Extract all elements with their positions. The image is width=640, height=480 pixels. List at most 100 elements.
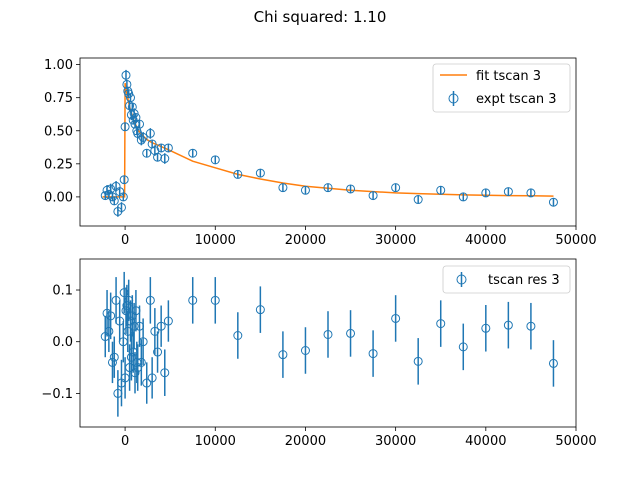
axes-frame: [79, 258, 577, 428]
top-legend-frame: [432, 63, 571, 113]
data-point-marker: [436, 185, 446, 195]
res-legend-swatch: [456, 272, 467, 287]
data-point-marker: [323, 329, 333, 339]
data-point-marker: [526, 321, 536, 331]
data-point-marker: [346, 328, 356, 338]
data-point-marker: [278, 350, 288, 360]
y-tick-label: 0.00: [44, 190, 73, 205]
data-point-marker: [210, 295, 220, 305]
data-point-marker: [142, 148, 152, 158]
top-axes-panel: 0 10000 20000 30000 40000 50000 0.00 0.25 0.50 0.…: [44, 57, 597, 248]
data-point-marker: [503, 187, 513, 197]
top-legend: fit tscan 3 expt tscan 3: [432, 63, 571, 113]
data-point-marker: [368, 191, 378, 201]
data-point-marker: [368, 349, 378, 359]
data-point-marker: [163, 316, 173, 326]
data-point-marker: [119, 175, 129, 185]
data-point-marker: [107, 192, 117, 202]
x-tick-label: 50000: [555, 233, 596, 248]
top-plot-area: 0 10000 20000 30000 40000 50000 0.00 0.25 0.50 0.…: [44, 57, 597, 248]
data-point-marker: [120, 122, 130, 132]
data-point-marker: [548, 197, 558, 207]
data-point-marker: [323, 183, 333, 193]
figure-title: Chi squared: 1.10: [254, 8, 387, 26]
x-tick-label: 30000: [375, 233, 416, 248]
data-point-marker: [124, 89, 134, 99]
data-point-marker: [116, 202, 126, 212]
data-point-marker: [121, 70, 131, 80]
data-point-marker: [346, 184, 356, 194]
data-point-marker: [278, 183, 288, 193]
x-tick-label: 0: [121, 233, 129, 248]
data-point-marker: [145, 295, 155, 305]
data-point-marker: [526, 188, 536, 198]
data-point-marker: [156, 321, 166, 331]
data-point-marker: [436, 319, 446, 329]
data-point-marker: [109, 196, 119, 206]
data-point-marker: [145, 128, 155, 138]
data-point-marker: [210, 155, 220, 165]
data-point-marker: [548, 358, 558, 368]
data-point-marker: [127, 102, 137, 112]
data-point-marker: [150, 326, 160, 336]
data-point-marker: [122, 79, 132, 89]
bottom-plot-area: 0 10000 20000 30000 40000 50000 −0.1 0.0 0.1: [41, 258, 597, 449]
x-tick-label: 40000: [465, 434, 506, 449]
x-tick-label: 10000: [195, 233, 236, 248]
data-point-marker: [391, 183, 401, 193]
data-point-marker: [153, 152, 163, 162]
expt-legend-label: expt tscan 3: [476, 92, 557, 107]
data-point-marker: [481, 188, 491, 198]
x-tick-label: 50000: [555, 434, 596, 449]
x-tick-label: 10000: [195, 434, 236, 449]
data-point-marker: [255, 305, 265, 315]
data-point-marker: [413, 195, 423, 205]
data-point-marker: [503, 320, 513, 330]
data-point-marker: [160, 154, 170, 164]
x-tick-label: 40000: [465, 233, 506, 248]
data-point-marker: [136, 135, 146, 145]
data-point-marker: [458, 192, 468, 202]
data-point-marker: [136, 357, 146, 367]
data-point-marker: [106, 311, 116, 321]
data-point-marker: [188, 295, 198, 305]
data-point-marker: [188, 148, 198, 158]
data-point-marker: [129, 321, 139, 331]
data-point-marker: [233, 331, 243, 341]
data-point-marker: [135, 119, 145, 129]
data-point-marker: [255, 168, 265, 178]
data-point-marker: [126, 93, 136, 103]
y-tick-label: 0.0: [52, 335, 73, 350]
y-tick-label: 0.25: [44, 157, 73, 172]
data-point-marker: [163, 143, 173, 153]
data-point-marker: [138, 337, 148, 347]
x-tick-label: 20000: [285, 434, 326, 449]
res-legend-label: tscan res 3: [488, 273, 560, 288]
data-point-marker: [109, 352, 119, 362]
data-point-marker: [156, 143, 166, 153]
data-point-marker: [142, 378, 152, 388]
data-point-marker: [391, 313, 401, 323]
data-point-marker: [147, 373, 157, 383]
data-point-marker: [458, 342, 468, 352]
data-point-marker: [300, 345, 310, 355]
fit-legend-label: fit tscan 3: [476, 69, 541, 84]
y-tick-label: 0.50: [44, 124, 73, 139]
data-point-marker: [300, 185, 310, 195]
bottom-legend: tscan res 3: [442, 265, 571, 294]
data-point-marker: [128, 115, 138, 125]
y-tick-label: 0.1: [52, 284, 73, 299]
expt-legend-swatch: [448, 91, 459, 106]
data-point-marker: [129, 109, 139, 119]
y-tick-label: −0.1: [41, 387, 73, 402]
y-tick-label: 0.75: [44, 91, 73, 106]
data-point-marker: [130, 368, 140, 378]
x-tick-label: 30000: [375, 434, 416, 449]
data-point-marker: [104, 326, 114, 336]
data-point-marker: [138, 132, 148, 142]
x-tick-label: 20000: [285, 233, 326, 248]
data-point-marker: [160, 368, 170, 378]
data-point-marker: [118, 192, 128, 202]
axes-frame: [79, 57, 577, 227]
data-point-marker: [107, 357, 117, 367]
